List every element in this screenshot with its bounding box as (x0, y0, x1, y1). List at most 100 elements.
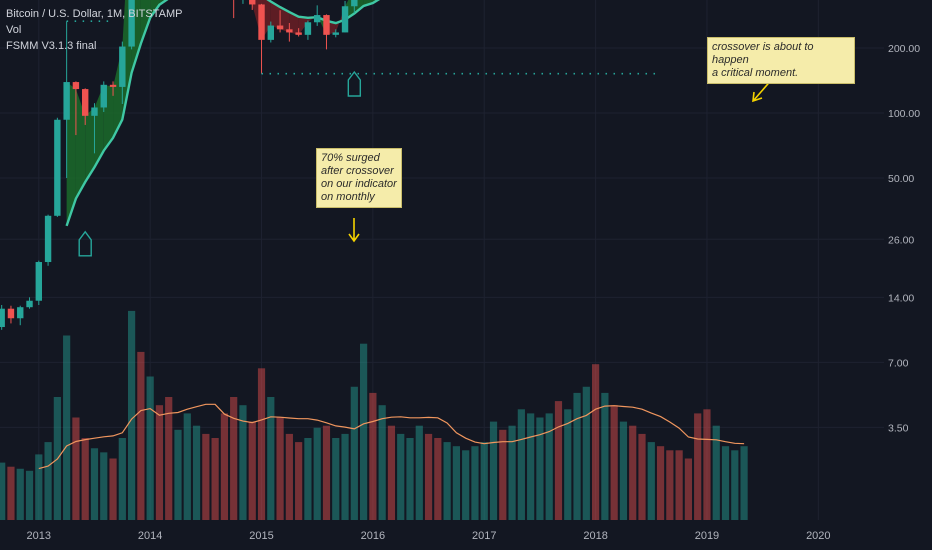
volume-bar (406, 438, 414, 520)
candle-body (17, 307, 24, 319)
volume-bar (415, 425, 423, 520)
y-tick-label: 7.00 (888, 357, 909, 369)
annotation-pointer-arrow (348, 218, 360, 243)
candle-body (82, 89, 89, 116)
note-line: 70% surged (321, 152, 380, 164)
volume-bar (656, 446, 665, 520)
y-tick-label: 14.00 (888, 292, 914, 304)
volume-bar (508, 425, 516, 520)
volume-bar (592, 364, 600, 520)
note-line: a critical moment. (712, 67, 799, 79)
x-tick-label: 2020 (806, 530, 830, 542)
volume-bar (267, 397, 275, 520)
x-tick-label: 2014 (138, 530, 162, 542)
indicator-label: FSMM V3.1.3 final (6, 40, 97, 52)
note-line: after crossover (321, 165, 394, 177)
volume-bar (527, 413, 535, 520)
volume-bar (90, 448, 99, 520)
annotation-note-2[interactable]: crossover is about to happen a critical … (707, 37, 855, 84)
volume-bar (183, 413, 191, 520)
x-tick-label: 2016 (361, 530, 385, 542)
volume-bar (675, 450, 683, 520)
volume-bar (564, 409, 572, 520)
volume-bar (276, 417, 284, 520)
volume-bar (703, 409, 711, 520)
y-tick-label: 100.00 (888, 108, 920, 120)
volume-bar (16, 468, 24, 520)
candle-body (286, 29, 293, 33)
volume-bar (285, 433, 293, 520)
indicator-cloud (140, 0, 151, 44)
volume-bar (146, 376, 154, 520)
volume-bar (638, 433, 646, 520)
volume-bar (295, 442, 303, 520)
chart-legend: Bitcoin / U.S. Dollar, 1M, BITSTAMP Vol … (6, 6, 182, 54)
volume-bar (517, 409, 525, 520)
volume-bar (230, 397, 238, 520)
x-tick-label: 2019 (695, 530, 719, 542)
buy-signal-arrow (347, 70, 362, 97)
note-line: on monthly (321, 191, 375, 203)
volume-bar (350, 386, 358, 520)
volume-bar (81, 438, 89, 520)
volume-bar (712, 425, 720, 520)
volume-bar (35, 454, 43, 520)
candle-body (128, 0, 135, 47)
volume-bar (666, 450, 674, 520)
annotation-note-1[interactable]: 70% surged after crossover on our indica… (316, 148, 402, 208)
candle-body (119, 46, 126, 87)
volume-bar (72, 417, 80, 520)
volume-bar (554, 401, 563, 520)
volume-bar (619, 421, 628, 520)
volume-bar (582, 386, 590, 520)
volume-bar (610, 405, 618, 520)
candle-body (100, 84, 107, 108)
buy-signal-arrow (78, 230, 92, 257)
volume-bar (480, 442, 488, 520)
volume-bar (165, 397, 173, 520)
volume-bar (536, 417, 544, 520)
volume-bar (443, 442, 451, 520)
volume-bar (489, 421, 498, 520)
candle-body (35, 262, 42, 301)
candle-body (63, 82, 70, 120)
volume-bar (109, 458, 117, 520)
volume-bar (0, 462, 6, 520)
volume-bar (369, 392, 377, 520)
volume-bar (647, 442, 655, 520)
candle-body (249, 0, 256, 5)
y-tick-label: 50.00 (888, 173, 914, 185)
y-tick-label: 200.00 (888, 43, 920, 55)
candle-body (267, 25, 274, 40)
y-tick-label: 3.50 (888, 422, 909, 434)
volume-bar (424, 433, 433, 520)
indicator-cloud (85, 107, 95, 183)
candle-body (351, 0, 358, 7)
volume-bar (128, 310, 136, 520)
candle-body (54, 119, 61, 216)
volume-bar (573, 392, 581, 520)
volume-bar (378, 405, 386, 520)
volume-bar (192, 425, 201, 520)
volume-bar (44, 442, 52, 520)
candle-body (258, 4, 265, 40)
volume-bar (322, 425, 331, 520)
volume-label: Vol (6, 24, 22, 36)
candle-body (295, 32, 302, 35)
volume-bar (304, 438, 312, 520)
volume-bar (202, 433, 210, 520)
volume-bar (63, 335, 71, 520)
volume-bar (387, 425, 396, 520)
candle-body (276, 25, 284, 30)
symbol-title: Bitcoin / U.S. Dollar, 1M, BITSTAMP (6, 8, 183, 20)
candle-body (26, 300, 33, 308)
volume-bar (434, 438, 442, 520)
indicator-cloud (298, 16, 308, 35)
volume-bar (248, 421, 256, 520)
candle-body (304, 22, 312, 35)
candle-body (7, 308, 15, 319)
price-axis-bg (884, 0, 932, 550)
volume-bar (211, 438, 219, 520)
volume-bar (100, 452, 108, 520)
